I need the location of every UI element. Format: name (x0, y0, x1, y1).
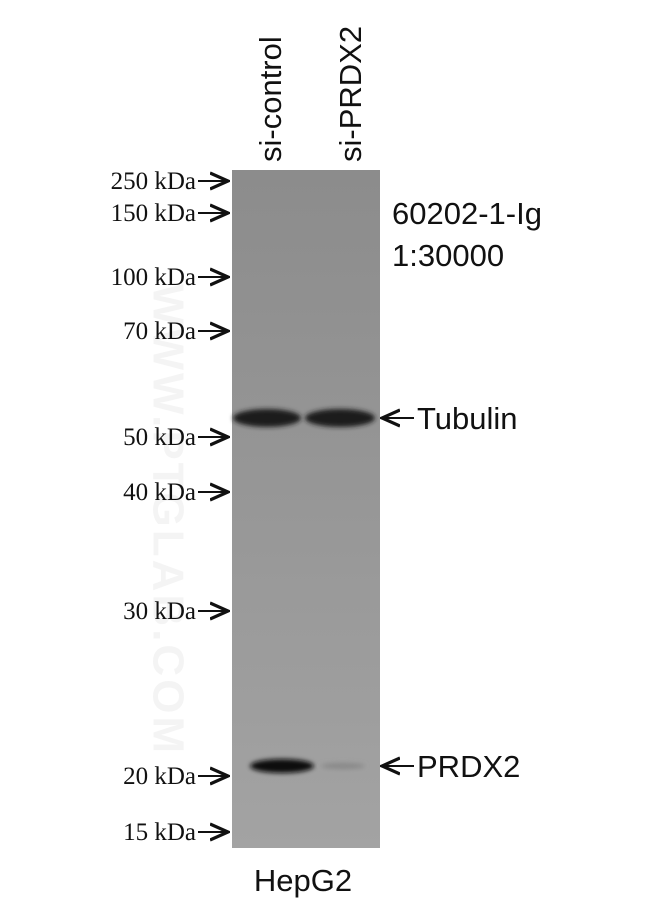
marker-label: 15 kDa (123, 819, 196, 846)
band-prdx2-1 (250, 759, 314, 773)
band-prdx2-2 (321, 763, 365, 769)
markers: 250 kDa 150 kDa 100 kDa 70 kDa 50 kDa 40 kDa 3… (111, 168, 228, 846)
bands (233, 409, 375, 773)
band-tubulin-1 (233, 409, 301, 427)
marker-label: 40 kDa (123, 479, 196, 506)
marker-label: 30 kDa (123, 598, 196, 625)
marker-label: 100 kDa (111, 264, 196, 291)
band-label: Tubulin (417, 401, 518, 436)
antibody-catalog: 60202-1-Ig (392, 196, 542, 231)
marker-label: 250 kDa (111, 168, 196, 195)
lane-label: si-control (253, 36, 288, 162)
marker-label: 50 kDa (123, 424, 196, 451)
lane-label: si-PRDX2 (333, 26, 368, 162)
marker-label: 70 kDa (123, 318, 196, 345)
marker-label: 150 kDa (111, 200, 196, 227)
band-label: PRDX2 (417, 749, 520, 784)
watermark: WWW.PTGLAB.COM (143, 284, 192, 756)
band-tubulin-2 (305, 409, 375, 427)
blot (232, 170, 380, 848)
antibody-dilution: 1:30000 (392, 238, 504, 273)
cell-line: HepG2 (254, 863, 352, 898)
marker-label: 20 kDa (123, 763, 196, 790)
